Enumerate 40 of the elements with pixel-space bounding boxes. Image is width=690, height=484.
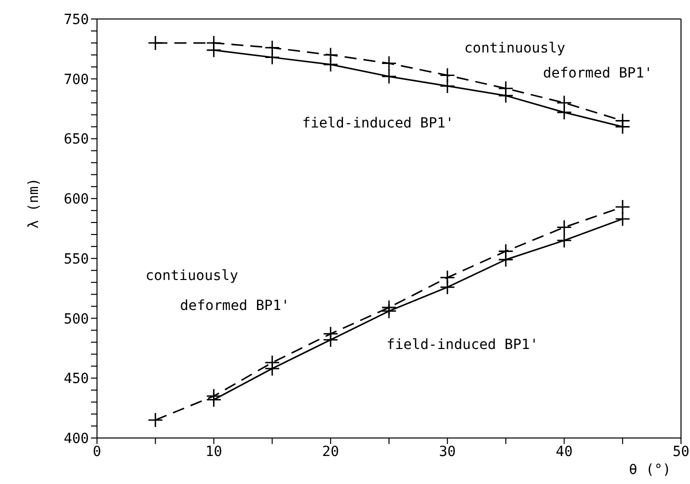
y-tick-label: 450: [64, 371, 89, 388]
point: [206, 42, 222, 58]
y-tick-label: 600: [64, 192, 89, 208]
point: [148, 35, 164, 51]
point: [556, 232, 572, 248]
point: [440, 78, 456, 94]
point: [322, 332, 338, 348]
y-tick-label: 650: [64, 132, 89, 148]
y-tick-label: 500: [64, 311, 89, 328]
x-axis-title: θ (°): [628, 462, 671, 478]
point: [148, 412, 164, 428]
x-tick-label: 0: [92, 444, 102, 460]
y-tick-label: 550: [64, 251, 89, 268]
point: [556, 104, 572, 120]
x-tick-label: 10: [205, 444, 222, 460]
point: [381, 56, 397, 71]
series-label: continuously deformed BP1': [464, 40, 653, 82]
x-tick-label: 50: [672, 444, 690, 460]
point: [556, 220, 572, 236]
series-label: field-induced BP1': [386, 337, 538, 354]
text: contiuously deformed BP1': [145, 268, 290, 314]
point: [498, 88, 514, 104]
point: [322, 56, 338, 72]
y-tick-label: 400: [64, 430, 89, 447]
x-tick-label: 30: [438, 444, 456, 460]
point: [381, 68, 397, 84]
point: [206, 392, 222, 408]
point: [614, 211, 630, 227]
y-tick-label: 750: [64, 12, 89, 28]
point: [264, 360, 280, 376]
x-tick-label: 20: [322, 444, 340, 460]
x-tick-label: 40: [556, 444, 573, 460]
point: [614, 119, 630, 134]
point: [614, 199, 630, 215]
point: [498, 252, 514, 268]
series-label: field-induced BP1': [302, 115, 454, 132]
y-tick-label: 700: [64, 72, 89, 88]
point: [440, 279, 456, 295]
y-axis-title: λ (nm): [26, 178, 42, 228]
point: [381, 303, 397, 319]
